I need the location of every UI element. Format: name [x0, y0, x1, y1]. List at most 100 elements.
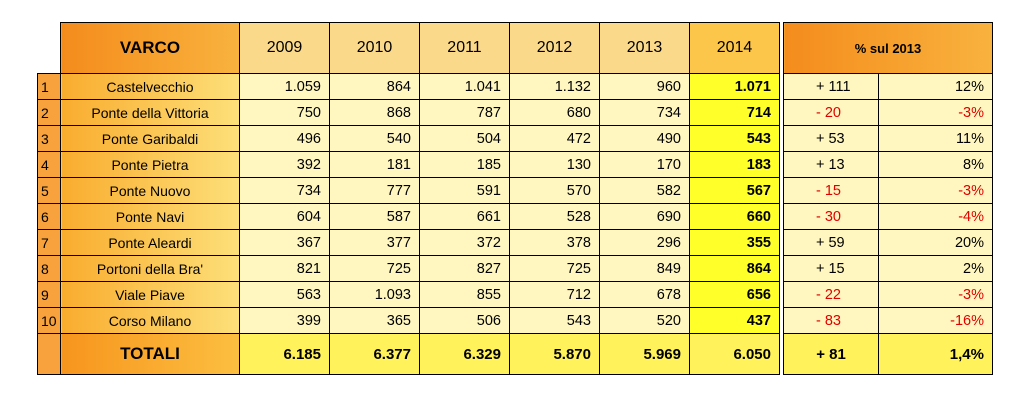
percent-row: + 111 12%	[783, 73, 993, 100]
value-cell: 528	[509, 203, 600, 230]
value-cell: 540	[329, 125, 420, 152]
varco-name: Corso Milano	[60, 307, 240, 334]
diff-cell: - 20	[783, 99, 879, 126]
value-cell: 849	[599, 255, 690, 282]
value-cell: 712	[509, 281, 600, 308]
value-cell: 567	[689, 177, 780, 204]
totals-pct: 1,4%	[878, 333, 993, 375]
value-cell: 170	[599, 151, 690, 178]
value-cell: 750	[239, 99, 330, 126]
pct-cell: 11%	[878, 125, 993, 152]
totals-index-blank	[37, 333, 61, 375]
value-cell: 1.041	[419, 73, 510, 100]
totals-value: 5.969	[599, 333, 690, 375]
value-cell: 864	[329, 73, 420, 100]
value-cell: 868	[329, 99, 420, 126]
diff-cell: + 13	[783, 151, 879, 178]
value-cell: 504	[419, 125, 510, 152]
value-cell: 490	[599, 125, 690, 152]
diff-cell: - 83	[783, 307, 879, 334]
value-cell: 355	[689, 229, 780, 256]
row-index: 9	[37, 281, 61, 308]
value-cell: 660	[689, 203, 780, 230]
varco-name: Viale Piave	[60, 281, 240, 308]
table-row: 4 Ponte Pietra 392 181 185 130 170 183	[37, 151, 780, 178]
value-cell: 367	[239, 229, 330, 256]
percent-table: % sul 2013 + 111 12% - 20 -3% + 53 11% + 13 8% -…	[783, 22, 993, 375]
row-index: 3	[37, 125, 61, 152]
value-cell: 777	[329, 177, 420, 204]
value-cell: 296	[599, 229, 690, 256]
value-cell: 734	[239, 177, 330, 204]
value-cell: 787	[419, 99, 510, 126]
value-cell: 661	[419, 203, 510, 230]
varco-name: Ponte Nuovo	[60, 177, 240, 204]
value-cell: 392	[239, 151, 330, 178]
percent-row: - 15 -3%	[783, 177, 993, 204]
value-cell: 864	[689, 255, 780, 282]
value-cell: 827	[419, 255, 510, 282]
varco-table: VARCO 2009 2010 2011 2012 2013 2014 1 Cas…	[37, 22, 780, 375]
percent-row: + 59 20%	[783, 229, 993, 256]
value-cell: 181	[329, 151, 420, 178]
pct-cell: -16%	[878, 307, 993, 334]
varco-name: Castelvecchio	[60, 73, 240, 100]
value-cell: 690	[599, 203, 690, 230]
row-index: 5	[37, 177, 61, 204]
varco-header: VARCO	[60, 22, 240, 74]
value-cell: 472	[509, 125, 600, 152]
value-cell: 437	[689, 307, 780, 334]
value-cell: 680	[509, 99, 600, 126]
value-cell: 378	[509, 229, 600, 256]
diff-cell: + 59	[783, 229, 879, 256]
value-cell: 496	[239, 125, 330, 152]
diff-cell: + 53	[783, 125, 879, 152]
table-row: 5 Ponte Nuovo 734 777 591 570 582 567	[37, 177, 780, 204]
table-row: 7 Ponte Aleardi 367 377 372 378 296 355	[37, 229, 780, 256]
totals-label: TOTALI	[60, 333, 240, 375]
varco-name: Ponte Aleardi	[60, 229, 240, 256]
totals-value: 6.329	[419, 333, 510, 375]
year-header-2011: 2011	[419, 22, 510, 74]
value-cell: 543	[509, 307, 600, 334]
percent-row: - 20 -3%	[783, 99, 993, 126]
row-index: 7	[37, 229, 61, 256]
percent-header: % sul 2013	[783, 22, 993, 74]
pct-cell: -4%	[878, 203, 993, 230]
value-cell: 506	[419, 307, 510, 334]
pct-cell: -3%	[878, 281, 993, 308]
value-cell: 399	[239, 307, 330, 334]
row-index: 2	[37, 99, 61, 126]
totals-value: 6.050	[689, 333, 780, 375]
value-cell: 678	[599, 281, 690, 308]
value-cell: 734	[599, 99, 690, 126]
varco-name: Ponte Pietra	[60, 151, 240, 178]
pct-cell: -3%	[878, 177, 993, 204]
header-row: VARCO 2009 2010 2011 2012 2013 2014	[38, 22, 780, 74]
value-cell: 1.093	[329, 281, 420, 308]
percent-header-row: % sul 2013	[783, 22, 993, 74]
pct-cell: 2%	[878, 255, 993, 282]
table-row: 2 Ponte della Vittoria 750 868 787 680 734 714	[37, 99, 780, 126]
value-cell: 570	[509, 177, 600, 204]
diff-cell: - 30	[783, 203, 879, 230]
percent-row: - 30 -4%	[783, 203, 993, 230]
varco-name: Portoni della Bra'	[60, 255, 240, 282]
row-index: 1	[37, 73, 61, 100]
varco-name: Ponte della Vittoria	[60, 99, 240, 126]
table-row: 1 Castelvecchio 1.059 864 1.041 1.132 960 1.071	[37, 73, 780, 100]
value-cell: 377	[329, 229, 420, 256]
percent-row: + 15 2%	[783, 255, 993, 282]
value-cell: 591	[419, 177, 510, 204]
value-cell: 714	[689, 99, 780, 126]
totals-value: 5.870	[509, 333, 600, 375]
year-header-2014: 2014	[689, 22, 780, 74]
value-cell: 1.059	[239, 73, 330, 100]
value-cell: 855	[419, 281, 510, 308]
value-cell: 130	[509, 151, 600, 178]
value-cell: 183	[689, 151, 780, 178]
year-header-2013: 2013	[599, 22, 690, 74]
value-cell: 725	[329, 255, 420, 282]
value-cell: 821	[239, 255, 330, 282]
